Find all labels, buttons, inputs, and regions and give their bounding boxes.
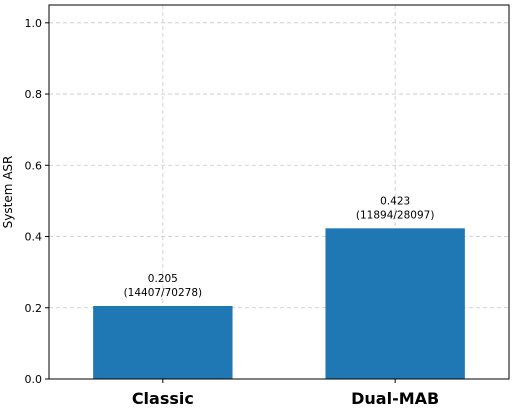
bar-dual-mab	[325, 228, 465, 379]
bar-value-label: 0.205	[148, 273, 178, 285]
bar-count-label: (14407/70278)	[124, 287, 203, 299]
data-labels: 0.205 (14407/70278) 0.423 (11894/28097)	[124, 195, 435, 299]
y-tick-label: 0.8	[25, 88, 43, 101]
bar-value-label: 0.423	[380, 195, 410, 207]
y-tick-label: 0.2	[25, 302, 43, 315]
x-tick-label: Dual-MAB	[351, 389, 439, 408]
y-axis-title: System ASR	[1, 156, 15, 229]
y-tick-label: 1.0	[25, 17, 43, 30]
x-axis: Classic Dual-MAB	[132, 379, 439, 408]
bar-classic	[93, 305, 233, 379]
y-tick-label: 0.6	[25, 159, 43, 172]
plot-frame	[48, 4, 510, 380]
y-tick-label: 0.4	[25, 231, 43, 244]
x-tick-label: Classic	[132, 389, 194, 408]
bars	[93, 228, 465, 379]
y-axis: 0.0 0.2 0.4 0.6 0.8 1.0	[25, 17, 49, 386]
y-tick-label: 0.0	[25, 373, 43, 386]
bar-count-label: (11894/28097)	[356, 209, 435, 221]
